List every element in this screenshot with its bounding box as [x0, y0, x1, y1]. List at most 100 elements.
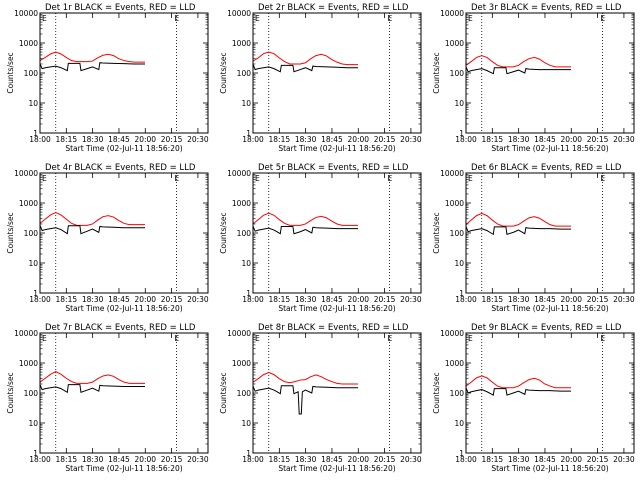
x-tick-label: 18:30: [295, 135, 317, 144]
marker-e-label: E: [388, 334, 393, 343]
series-lld-line: [466, 212, 571, 227]
marker-e-label: E: [468, 14, 473, 23]
y-axis-label: Counts/sec: [6, 52, 15, 93]
x-tick-label: 18:45: [321, 455, 343, 464]
y-tick-label: 1: [33, 289, 38, 298]
marker-e-label: E: [601, 334, 606, 343]
x-tick-label: 20:00: [134, 135, 156, 144]
plot-frame: [39, 12, 209, 134]
x-tick-label: 20:30: [613, 295, 635, 304]
x-tick-label: 18:45: [108, 295, 130, 304]
x-tick-label: 18:30: [508, 455, 530, 464]
x-tick-label: 18:30: [82, 455, 104, 464]
marker-e-label: E: [42, 334, 47, 343]
x-tick-label: 20:00: [347, 455, 369, 464]
panel-title: Det 4r BLACK = Events, RED = LLD: [45, 163, 196, 173]
y-tick-label: 100: [237, 69, 252, 78]
x-tick-label: 18:00: [29, 135, 51, 144]
x-tick-label: 18:00: [29, 455, 51, 464]
x-tick-label: 18:15: [269, 135, 291, 144]
plot-frame: [39, 172, 209, 294]
x-tick-label: 18:00: [455, 295, 477, 304]
series-lld-line: [40, 370, 145, 384]
y-tick-label: 1000: [19, 359, 38, 368]
y-tick-label: 10000: [14, 9, 38, 18]
x-tick-label: 20:00: [134, 295, 156, 304]
x-tick-label: 18:15: [269, 455, 291, 464]
y-tick-label: 10: [241, 99, 251, 108]
x-tick-label: 18:15: [482, 295, 504, 304]
y-tick-label: 10: [454, 259, 464, 268]
y-axis-label: Counts/sec: [219, 212, 228, 253]
y-tick-label: 100: [450, 389, 465, 398]
marker-e-label: E: [42, 14, 47, 23]
x-tick-label: 18:00: [29, 295, 51, 304]
series-lld-line: [466, 375, 571, 389]
y-tick-label: 1: [459, 129, 464, 138]
x-tick-label: 20:15: [374, 455, 396, 464]
series-events-line: [40, 62, 145, 72]
series-lld-line: [253, 212, 358, 226]
x-axis-label: Start Time (02-Jul-11 18:56:20): [491, 464, 608, 473]
y-tick-label: 1: [33, 129, 38, 138]
panel-title: Det 7r BLACK = Events, RED = LLD: [45, 323, 196, 333]
y-tick-label: 1: [246, 129, 251, 138]
marker-e-label: E: [468, 174, 473, 183]
marker-e-label: E: [255, 334, 260, 343]
y-tick-label: 10000: [14, 169, 38, 178]
x-tick-label: 20:30: [613, 455, 635, 464]
x-tick-label: 18:30: [508, 135, 530, 144]
y-tick-label: 100: [24, 229, 39, 238]
x-tick-label: 18:15: [482, 135, 504, 144]
y-tick-label: 10000: [227, 9, 251, 18]
series-lld-line: [40, 212, 145, 226]
x-tick-label: 18:45: [108, 455, 130, 464]
y-tick-label: 10: [454, 99, 464, 108]
y-tick-label: 10000: [227, 329, 251, 338]
y-axis-label: Counts/sec: [432, 212, 441, 253]
y-tick-label: 10: [241, 419, 251, 428]
series-events-line: [253, 225, 358, 235]
y-tick-label: 100: [24, 69, 39, 78]
y-tick-label: 100: [450, 69, 465, 78]
y-tick-label: 10000: [14, 329, 38, 338]
x-tick-label: 18:15: [56, 135, 78, 144]
x-axis-label: Start Time (02-Jul-11 18:56:20): [491, 144, 608, 153]
x-tick-label: 18:45: [321, 135, 343, 144]
x-axis-label: Start Time (02-Jul-11 18:56:20): [65, 464, 182, 473]
x-tick-label: 20:00: [134, 455, 156, 464]
x-axis-label: Start Time (02-Jul-11 18:56:20): [278, 304, 395, 313]
x-tick-label: 18:00: [455, 455, 477, 464]
series-lld-line: [40, 51, 145, 63]
series-events-line: [466, 66, 571, 75]
x-tick-label: 18:30: [82, 295, 104, 304]
y-tick-label: 10000: [227, 169, 251, 178]
y-axis-label: Counts/sec: [432, 52, 441, 93]
x-tick-label: 20:00: [560, 295, 582, 304]
y-axis-label: Counts/sec: [432, 372, 441, 413]
y-tick-label: 1: [246, 289, 251, 298]
x-tick-label: 20:30: [613, 135, 635, 144]
y-tick-label: 1: [459, 289, 464, 298]
x-tick-label: 18:30: [295, 295, 317, 304]
plot-frame: [39, 332, 209, 454]
panel-title: Det 5r BLACK = Events, RED = LLD: [258, 163, 409, 173]
marker-e-label: E: [175, 174, 180, 183]
marker-e-label: E: [175, 334, 180, 343]
x-tick-label: 20:15: [374, 295, 396, 304]
x-tick-label: 20:30: [400, 455, 422, 464]
series-events-line: [253, 63, 358, 73]
x-tick-label: 18:30: [82, 135, 104, 144]
marker-e-label: E: [255, 14, 260, 23]
x-axis-label: Start Time (02-Jul-11 18:56:20): [278, 464, 395, 473]
y-tick-label: 1000: [445, 359, 464, 368]
x-tick-label: 18:30: [295, 455, 317, 464]
x-tick-label: 20:15: [161, 295, 183, 304]
series-events-line: [466, 387, 571, 396]
x-axis-label: Start Time (02-Jul-11 18:56:20): [278, 144, 395, 153]
y-tick-label: 10: [241, 259, 251, 268]
x-tick-label: 20:15: [161, 135, 183, 144]
panel-title: Det 9r BLACK = Events, RED = LLD: [471, 323, 622, 333]
